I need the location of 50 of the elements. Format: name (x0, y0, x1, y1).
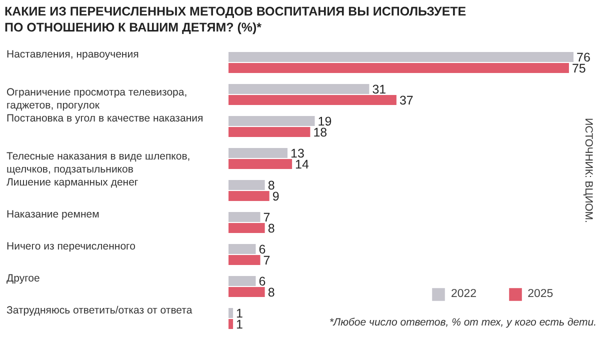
y-tick-label: Ничего из перечисленного (6, 240, 136, 252)
data-label: 31 (372, 82, 386, 96)
data-label: 8 (268, 286, 275, 300)
data-label: 8 (268, 222, 275, 236)
bar (228, 52, 574, 62)
bar (228, 212, 260, 222)
data-label: 14 (295, 158, 310, 172)
bar (228, 127, 310, 137)
data-label: 37 (399, 94, 414, 108)
annotation: *Любое число ответов, % от тех, у кого есть дети. (329, 316, 597, 328)
bar (228, 148, 288, 158)
y-tick-label: Наставления, нравоучения (6, 48, 139, 60)
legend-label: 2022 (451, 288, 477, 300)
y-tick-label: Постановка в угол в качестве наказания (6, 112, 204, 124)
bar (228, 84, 370, 94)
bar (228, 255, 260, 265)
text: ИСТОЧНИК: ВЦИОМ. (582, 118, 594, 223)
bar (228, 287, 265, 297)
data-label: 13 (290, 146, 304, 160)
bar (228, 319, 234, 329)
y-tick-label: Лишение карманных денег (6, 176, 138, 188)
y-tick-label: Ограничение просмотра телевизора, гаджетов, прогулок (6, 86, 188, 112)
data-label: 1 (236, 318, 244, 332)
bar (228, 223, 265, 233)
bar (228, 95, 396, 105)
y-tick-label: Затрудняюсь ответить/отказ от ответа (6, 304, 192, 316)
data-label: 1 (236, 306, 244, 320)
bar (228, 63, 569, 73)
y-tick-label: Наказание ремнем (6, 208, 100, 220)
data-label: 9 (272, 190, 280, 204)
y-tick-label: Телесные наказания в виде шлепков, щелчков, подзатыльников (6, 150, 190, 176)
data-label: 19 (318, 114, 332, 128)
legend-label: 2025 (528, 288, 554, 300)
data-label: 7 (263, 254, 270, 268)
bar (228, 116, 315, 126)
data-label: 76 (576, 50, 590, 64)
data-label: 7 (263, 210, 270, 224)
bar (228, 276, 256, 286)
y-tick-label: Другое (6, 272, 40, 284)
data-label: 18 (313, 126, 328, 140)
data-label: 8 (268, 178, 275, 192)
bar (228, 191, 270, 201)
data-label: 6 (258, 242, 266, 256)
chart-title: КАКИЕ ИЗ ПЕРЕЧИСЛЕННЫХ МЕТОДОВ ВОСПИТАНИЯ ВЫ ИСПОЛЬЗУЕТЕ ПО ОТНОШЕНИЮ К ВАШИМ ДЕТЯМ? (%)* (4, 4, 466, 35)
bar (228, 159, 292, 169)
data-label: 6 (258, 274, 266, 288)
bar (228, 308, 234, 318)
bar (228, 180, 265, 190)
bar (228, 244, 256, 254)
data-label: 75 (572, 62, 586, 76)
